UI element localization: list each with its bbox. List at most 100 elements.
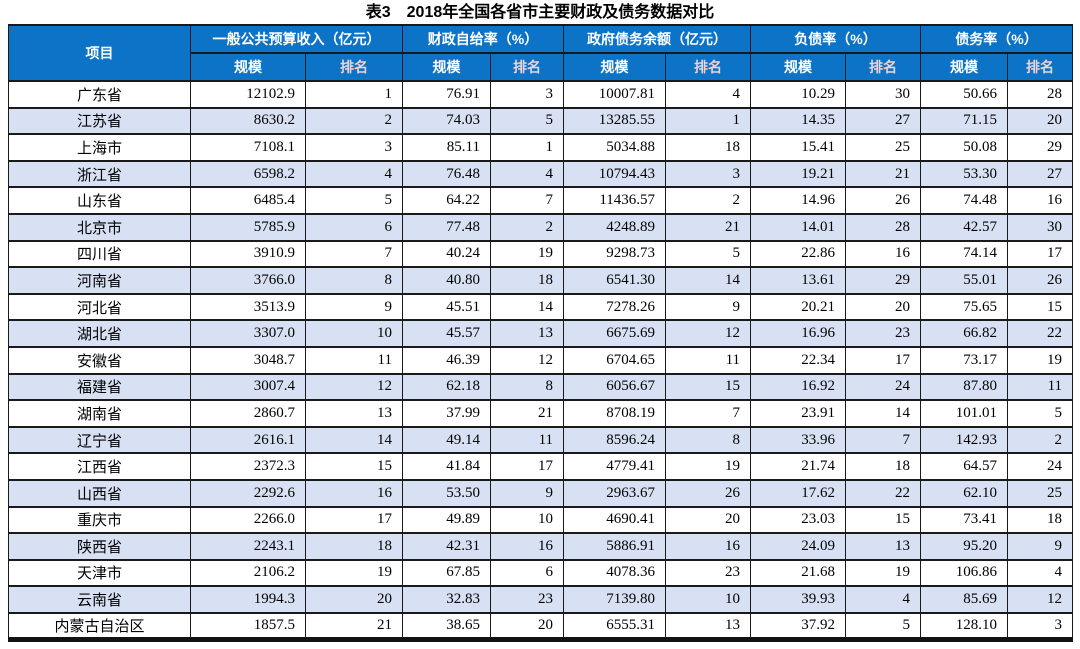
province-name: 四川省: [8, 239, 191, 269]
subheader-scale: 规模: [920, 52, 1009, 82]
scale-value-cell: 6541.30: [563, 266, 667, 295]
scale-value-cell: 21.68: [750, 558, 847, 588]
scale-value-cell: 21.74: [750, 452, 847, 481]
rank-value-cell: 20: [845, 292, 922, 322]
scale-value-cell: 1994.3: [190, 585, 306, 614]
scale-value-cell: 2860.7: [190, 399, 306, 428]
rank-value-cell: 2: [665, 186, 752, 215]
scale-value-cell: 142.93: [920, 425, 1009, 455]
subheader-rank: 排名: [1007, 52, 1074, 82]
table-row: 云南省 1994.3 20 32.83 23 7139.80 10 39.93 4 85.69 12: [8, 585, 1074, 614]
rank-value-cell: 16: [489, 532, 565, 561]
rank-value-cell: 30: [1007, 212, 1074, 242]
province-name: 福建省: [8, 372, 191, 402]
scale-value-cell: 11436.57: [563, 186, 667, 215]
scale-value-cell: 8630.2: [190, 106, 306, 136]
table-row: 江西省 2372.3 15 41.84 17 4779.41 19 21.74 18 64.57 2…: [8, 452, 1074, 481]
rank-value-cell: 4: [665, 80, 752, 109]
scale-value-cell: 2292.6: [190, 478, 306, 508]
group-header-budget-revenue: 一般公共预算收入（亿元）: [190, 24, 403, 54]
scale-value-cell: 15.41: [750, 133, 847, 162]
rank-value-cell: 29: [1007, 133, 1074, 162]
rank-value-cell: 5: [665, 239, 752, 269]
scale-value-cell: 20.21: [750, 292, 847, 322]
scale-value-cell: 85.11: [402, 133, 491, 162]
scale-value-cell: 46.39: [402, 345, 491, 375]
scale-value-cell: 64.57: [920, 452, 1009, 481]
rank-value-cell: 10: [305, 319, 403, 348]
rank-value-cell: 22: [1007, 319, 1074, 348]
scale-value-cell: 2963.67: [563, 478, 667, 508]
subheader-scale: 规模: [402, 52, 491, 82]
scale-value-cell: 106.86: [920, 558, 1009, 588]
scale-value-cell: 101.01: [920, 399, 1009, 428]
scale-value-cell: 14.96: [750, 186, 847, 215]
scale-value-cell: 22.34: [750, 345, 847, 375]
scale-value-cell: 10007.81: [563, 80, 667, 109]
rank-value-cell: 14: [665, 266, 752, 295]
rank-value-cell: 5: [489, 106, 565, 136]
rank-value-cell: 4: [845, 585, 922, 614]
table-row: 湖北省 3307.0 10 45.57 13 6675.69 12 16.96 23 66.82 2…: [8, 319, 1074, 348]
table-body: 广东省 12102.9 1 76.91 3 10007.81 4 10.29 30 50.66 28…: [8, 80, 1074, 641]
table-row: 安徽省 3048.7 11 46.39 12 6704.65 11 22.34 17 73.17 1…: [8, 345, 1074, 375]
scale-value-cell: 87.80: [920, 372, 1009, 402]
scale-value-cell: 67.85: [402, 558, 491, 588]
rank-value-cell: 4: [489, 159, 565, 189]
scale-value-cell: 45.51: [402, 292, 491, 322]
scale-value-cell: 3007.4: [190, 372, 306, 402]
rank-value-cell: 3: [1007, 611, 1074, 641]
fiscal-debt-table: 项目 一般公共预算收入（亿元） 财政自给率（%） 政府债务余额（亿元） 负债率（…: [8, 24, 1074, 642]
province-name: 浙江省: [8, 159, 191, 189]
scale-value-cell: 6485.4: [190, 186, 306, 215]
scale-value-cell: 16.96: [750, 319, 847, 348]
table-row: 浙江省 6598.2 4 76.48 4 10794.43 3 19.21 21 53.30 27: [8, 159, 1074, 189]
table-row: 辽宁省 2616.1 14 49.14 11 8596.24 8 33.96 7 142.93 2: [8, 425, 1074, 455]
rank-value-cell: 15: [305, 452, 403, 481]
table-row: 江苏省 8630.2 2 74.03 5 13285.55 1 14.35 27 71.15 20: [8, 106, 1074, 136]
rank-value-cell: 16: [845, 239, 922, 269]
scale-value-cell: 73.41: [920, 505, 1009, 535]
rank-value-cell: 24: [1007, 452, 1074, 481]
rank-value-cell: 5: [305, 186, 403, 215]
table-row: 重庆市 2266.0 17 49.89 10 4690.41 20 23.03 15 73.41 1…: [8, 505, 1074, 535]
rank-value-cell: 4: [305, 159, 403, 189]
scale-value-cell: 4078.36: [563, 558, 667, 588]
rank-value-cell: 6: [489, 558, 565, 588]
scale-value-cell: 73.17: [920, 345, 1009, 375]
province-name: 上海市: [8, 133, 191, 162]
rank-value-cell: 18: [1007, 505, 1074, 535]
scale-value-cell: 12102.9: [190, 80, 306, 109]
rank-value-cell: 1: [489, 133, 565, 162]
rank-value-cell: 19: [1007, 345, 1074, 375]
scale-value-cell: 23.91: [750, 399, 847, 428]
rank-value-cell: 1: [305, 80, 403, 109]
scale-value-cell: 53.50: [402, 478, 491, 508]
scale-value-cell: 2106.2: [190, 558, 306, 588]
table-row: 天津市 2106.2 19 67.85 6 4078.36 23 21.68 19 106.86 4: [8, 558, 1074, 588]
scale-value-cell: 8708.19: [563, 399, 667, 428]
subheader-rank: 排名: [665, 52, 752, 82]
scale-value-cell: 3513.9: [190, 292, 306, 322]
subheader-scale: 规模: [563, 52, 667, 82]
corner-header-cell: 项目: [8, 24, 191, 82]
scale-value-cell: 74.14: [920, 239, 1009, 269]
rank-value-cell: 19: [305, 558, 403, 588]
scale-value-cell: 64.22: [402, 186, 491, 215]
scale-value-cell: 3910.9: [190, 239, 306, 269]
group-header-liability-ratio: 负债率（%）: [750, 24, 922, 54]
rank-value-cell: 7: [845, 425, 922, 455]
province-name: 山西省: [8, 478, 191, 508]
province-name: 安徽省: [8, 345, 191, 375]
rank-value-cell: 3: [489, 80, 565, 109]
scale-value-cell: 16.92: [750, 372, 847, 402]
rank-value-cell: 2: [305, 106, 403, 136]
scale-value-cell: 49.14: [402, 425, 491, 455]
scale-value-cell: 13.61: [750, 266, 847, 295]
scale-value-cell: 10794.43: [563, 159, 667, 189]
scale-value-cell: 50.08: [920, 133, 1009, 162]
scale-value-cell: 3766.0: [190, 266, 306, 295]
rank-value-cell: 24: [845, 372, 922, 402]
scale-value-cell: 42.57: [920, 212, 1009, 242]
